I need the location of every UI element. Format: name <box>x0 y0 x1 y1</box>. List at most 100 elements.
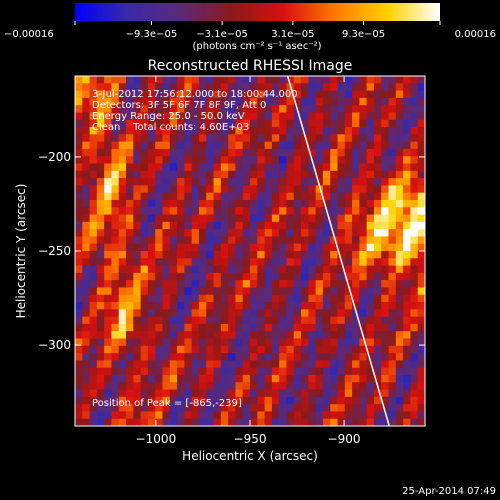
heatmap-cell <box>89 141 98 150</box>
heatmap-cell <box>133 272 142 281</box>
heatmap-cell <box>344 338 353 347</box>
heatmap-cell <box>388 280 397 288</box>
heatmap-cell <box>395 302 404 310</box>
heatmap-cell <box>75 112 83 121</box>
heatmap-cell <box>155 229 163 237</box>
heatmap-cell <box>213 141 222 150</box>
heatmap-cell <box>308 112 317 121</box>
heatmap-cell <box>228 112 236 121</box>
heatmap-cell <box>279 134 287 143</box>
heatmap-cell <box>417 287 425 296</box>
heatmap-cell <box>279 112 287 121</box>
heatmap-cell <box>147 331 156 339</box>
heatmap-cell <box>118 265 127 274</box>
heatmap-cell <box>257 170 265 179</box>
heatmap-cell <box>162 265 171 274</box>
heatmap-cell <box>206 229 214 237</box>
heatmap-cell <box>235 331 244 339</box>
heatmap-cell <box>271 294 280 303</box>
heatmap-cell <box>104 156 112 164</box>
heatmap-cell <box>220 90 229 99</box>
heatmap-cell <box>373 119 382 128</box>
heatmap-cell <box>206 185 214 194</box>
heatmap-cell <box>75 76 83 84</box>
heatmap-cell <box>271 396 280 405</box>
heatmap-cell <box>337 112 346 121</box>
heatmap-cell <box>410 214 419 223</box>
heatmap-cell <box>104 272 112 281</box>
heatmap-cell <box>104 302 112 310</box>
heatmap-cell <box>162 141 171 150</box>
heatmap-cell <box>293 170 302 179</box>
heatmap-cell <box>403 178 411 186</box>
heatmap-cell <box>228 396 236 405</box>
heatmap-cell <box>322 76 331 84</box>
heatmap-cell <box>184 127 193 135</box>
heatmap-cell <box>257 302 265 310</box>
heatmap-cell <box>417 236 425 245</box>
heatmap-cell <box>271 141 280 150</box>
heatmap-cell <box>162 280 171 288</box>
heatmap-cell <box>118 97 127 106</box>
heatmap-cell <box>250 374 258 383</box>
heatmap-cell <box>89 323 98 332</box>
heatmap-cell <box>118 323 127 332</box>
heatmap-cell <box>322 229 331 237</box>
heatmap-cell <box>198 272 207 281</box>
heatmap-cell <box>373 134 382 143</box>
heatmap-cell <box>177 331 185 339</box>
heatmap-cell <box>75 316 83 325</box>
heatmap-cell <box>140 112 149 121</box>
heatmap-cell <box>198 236 207 245</box>
heatmap-cell <box>155 265 163 274</box>
heatmap-cell <box>410 119 419 128</box>
heatmap-cell <box>155 97 163 106</box>
heatmap-cell <box>162 148 171 157</box>
heatmap-cell <box>308 280 317 288</box>
heatmap-cell <box>250 112 258 121</box>
heatmap-cell <box>381 192 389 201</box>
heatmap-cell <box>366 265 375 274</box>
heatmap-cell <box>140 199 149 208</box>
heatmap-cell <box>359 345 368 354</box>
heatmap-cell <box>177 338 185 347</box>
heatmap-cell <box>235 323 244 332</box>
heatmap-cell <box>111 345 120 354</box>
heatmap-cell <box>228 345 236 354</box>
heatmap-cell <box>126 105 134 113</box>
heatmap-cell <box>242 185 251 194</box>
heatmap-cell <box>395 236 404 245</box>
heatmap-cell <box>308 178 317 186</box>
heatmap-cell <box>395 214 404 223</box>
heatmap-cell <box>177 265 185 274</box>
heatmap-cell <box>206 367 214 376</box>
heatmap-cell <box>191 236 200 245</box>
heatmap-cell <box>104 127 112 135</box>
heatmap-cell <box>264 411 273 420</box>
heatmap-cell <box>126 316 134 325</box>
heatmap-cell <box>257 90 265 99</box>
heatmap-cell <box>242 302 251 310</box>
heatmap-cell <box>293 345 302 354</box>
heatmap-cell <box>352 105 360 113</box>
heatmap-cell <box>162 287 171 296</box>
heatmap-cell <box>213 331 222 339</box>
heatmap-cell <box>366 382 375 390</box>
heatmap-cell <box>118 163 127 172</box>
heatmap-cell <box>147 258 156 266</box>
heatmap-cell <box>395 229 404 237</box>
heatmap-cell <box>104 338 112 347</box>
heatmap-cell <box>293 127 302 135</box>
heatmap-cell <box>403 251 411 259</box>
heatmap-cell <box>184 338 193 347</box>
heatmap-cell <box>140 331 149 339</box>
heatmap-cell <box>213 302 222 310</box>
heatmap-cell <box>279 302 287 310</box>
heatmap-cell <box>75 119 83 128</box>
heatmap-cell <box>373 214 382 223</box>
heatmap-cell <box>235 170 244 179</box>
heatmap-cell <box>213 90 222 99</box>
heatmap-cell <box>257 374 265 383</box>
heatmap-cell <box>206 258 214 266</box>
heatmap-cell <box>169 367 178 376</box>
